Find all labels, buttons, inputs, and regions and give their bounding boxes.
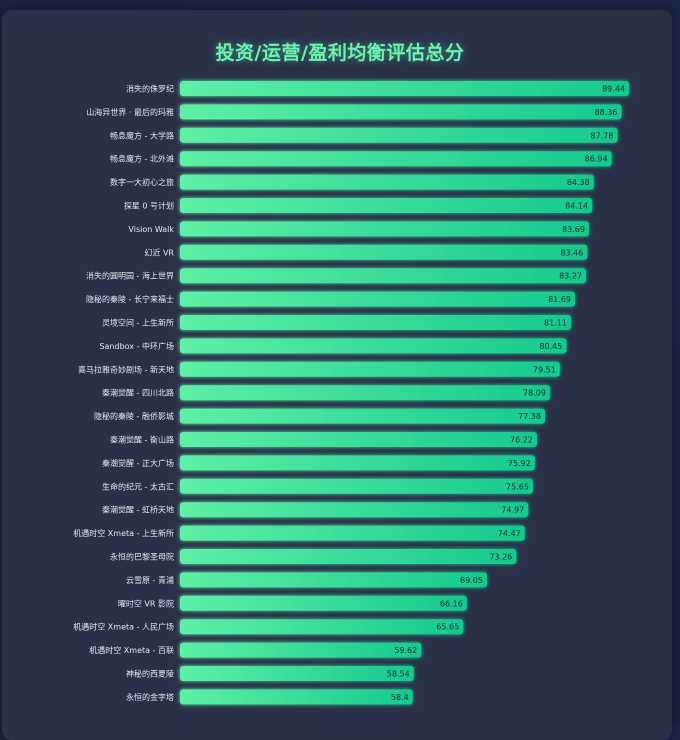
- bar: [180, 525, 525, 541]
- category-label: 生命的纪元 - 太古汇: [102, 481, 174, 491]
- value-label: 75.65: [506, 482, 529, 491]
- bar: [180, 174, 594, 190]
- bar: [180, 502, 529, 518]
- value-label: 76.22: [510, 436, 533, 445]
- category-label: 灵境空间 - 上生新所: [102, 318, 174, 328]
- category-label: 数字一大初心之旅: [110, 177, 174, 187]
- bar: [180, 361, 560, 377]
- category-label: 探星 0 号计划: [124, 201, 174, 211]
- bar: [180, 478, 533, 494]
- category-label: 秦潮觉醒 - 衡山路: [110, 435, 174, 445]
- bar: [180, 432, 537, 447]
- bar-chart: 消失的侏罗纪 89.44 山海异世界 · 最后的玛雅 88.36 畅息魔方 - 大学路 8…: [73, 81, 629, 705]
- bar: [180, 689, 413, 705]
- value-label: 77.38: [518, 412, 541, 421]
- chart-title: 投资/运营/盈利均衡评估总分: [215, 42, 465, 64]
- bar: [180, 642, 422, 658]
- value-label: 86.94: [585, 155, 608, 164]
- value-label: 59.62: [394, 646, 417, 655]
- bar: [180, 104, 622, 120]
- value-label: 58.4: [391, 693, 409, 702]
- value-label: 79.51: [533, 365, 556, 374]
- category-label: 消失的侏罗纪: [126, 84, 174, 94]
- bar: [180, 127, 618, 143]
- bar: [180, 315, 571, 330]
- category-label: 机遇时空 Xmeta - 百联: [89, 645, 174, 655]
- bar: [180, 619, 464, 635]
- value-label: 81.11: [544, 319, 567, 328]
- bar: [180, 572, 487, 588]
- bar: [180, 549, 517, 564]
- category-label: 秦潮觉醒 - 四川北路: [102, 388, 174, 398]
- bar: [180, 455, 535, 471]
- category-label: 秦潮觉醒 - 虹桥天地: [102, 505, 174, 515]
- value-label: 88.36: [595, 108, 618, 117]
- category-label: 机遇时空 Xmeta - 人民广场: [73, 622, 174, 632]
- value-label: 89.44: [602, 85, 625, 94]
- value-label: 66.16: [440, 599, 463, 608]
- category-label: 山海异世界 · 最后的玛雅: [86, 107, 174, 117]
- category-label: Sandbox - 中环广场: [99, 341, 174, 351]
- category-label: 畅息魔方 - 北外滩: [110, 154, 174, 164]
- bar: [180, 151, 612, 167]
- category-label: 幻近 VR: [144, 247, 174, 257]
- category-label: 曜时空 VR 影院: [118, 598, 174, 608]
- category-label: 神秘的西夏陵: [126, 669, 174, 679]
- value-label: 65.65: [436, 623, 459, 632]
- category-label: 喜马拉雅奇妙剧场 - 新天地: [78, 364, 174, 374]
- value-label: 83.46: [560, 248, 583, 257]
- value-label: 69.05: [460, 576, 483, 585]
- bar: [180, 338, 567, 354]
- bar: [180, 221, 589, 237]
- bar: [180, 385, 550, 401]
- value-label: 87.78: [591, 131, 614, 140]
- value-label: 80.45: [539, 342, 562, 351]
- category-label: 隐秘的秦陵 - 长宁来福士: [86, 294, 174, 304]
- value-label: 78.09: [523, 389, 546, 398]
- category-label: 消失的圆明园 - 海上世界: [86, 271, 174, 281]
- bar: [180, 198, 593, 213]
- bar: [180, 81, 629, 96]
- bar: [180, 291, 576, 307]
- bar: [180, 595, 467, 611]
- category-label: 机遇时空 Xmeta - 上生新所: [73, 528, 174, 538]
- value-label: 84.38: [567, 178, 590, 187]
- value-label: 74.97: [501, 506, 524, 515]
- bar: [180, 666, 414, 681]
- value-label: 81.69: [548, 295, 571, 304]
- value-label: 75.92: [508, 459, 531, 468]
- value-label: 73.26: [489, 553, 512, 562]
- value-label: 84.14: [565, 202, 588, 211]
- bar: [180, 408, 545, 424]
- category-label: 秦潮觉醒 - 正大广场: [102, 458, 174, 468]
- bar: [180, 244, 588, 260]
- category-label: 永恒的金字塔: [126, 692, 174, 702]
- category-label: Vision Walk: [128, 225, 174, 234]
- bar: [180, 268, 587, 284]
- value-label: 58.54: [387, 670, 410, 679]
- category-label: 云雪原 - 青浦: [126, 575, 174, 585]
- value-label: 83.69: [562, 225, 585, 234]
- value-label: 83.27: [559, 272, 582, 281]
- bars-group: 消失的侏罗纪 89.44 山海异世界 · 最后的玛雅 88.36 畅息魔方 - 大学路 8…: [73, 81, 629, 705]
- value-label: 74.47: [498, 529, 521, 538]
- category-label: 隐秘的秦陵 - 融侨影城: [94, 411, 174, 421]
- category-label: 永恒的巴黎圣母院: [110, 552, 174, 562]
- category-label: 畅息魔方 - 大学路: [110, 130, 174, 140]
